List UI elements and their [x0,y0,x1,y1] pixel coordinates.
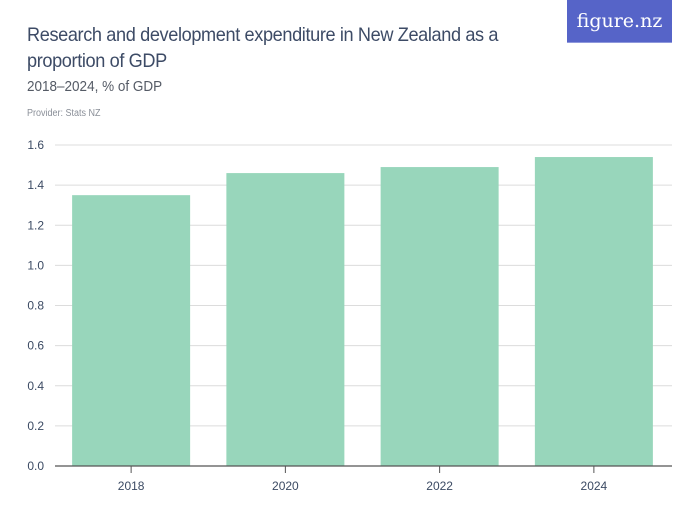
x-axis-ticks: 2018 2020 2022 2024 [118,466,608,493]
y-axis-ticks: 0.0 0.2 0.4 0.6 0.8 1.0 1.2 1.4 1.6 [27,138,44,473]
y-tick-label: 1.2 [27,218,44,232]
bar-2020[interactable] [226,173,345,466]
x-tick-label: 2024 [581,479,608,493]
bar-2018[interactable] [72,195,191,466]
y-tick-label: 0.8 [27,299,44,313]
chart-title: Research and development expenditure in … [27,24,499,72]
x-tick-label: 2022 [426,479,453,493]
provider-label: Provider: Stats NZ [27,108,101,119]
y-tick-label: 0.6 [27,339,44,353]
chart-subtitle: 2018–2024, % of GDP [27,78,163,95]
x-tick-label: 2020 [272,479,299,493]
bar-2022[interactable] [380,167,499,466]
x-tick-label: 2018 [118,479,145,493]
y-tick-label: 1.0 [27,258,44,272]
y-tick-label: 0.2 [27,419,44,433]
y-tick-label: 0.4 [27,379,44,393]
y-tick-label: 1.6 [27,138,44,152]
figure-nz-logo[interactable]: figure.nz [567,0,672,43]
y-tick-label: 0.0 [27,459,44,473]
bars [72,157,653,466]
y-tick-label: 1.4 [27,178,44,192]
bar-2024[interactable] [534,157,653,466]
